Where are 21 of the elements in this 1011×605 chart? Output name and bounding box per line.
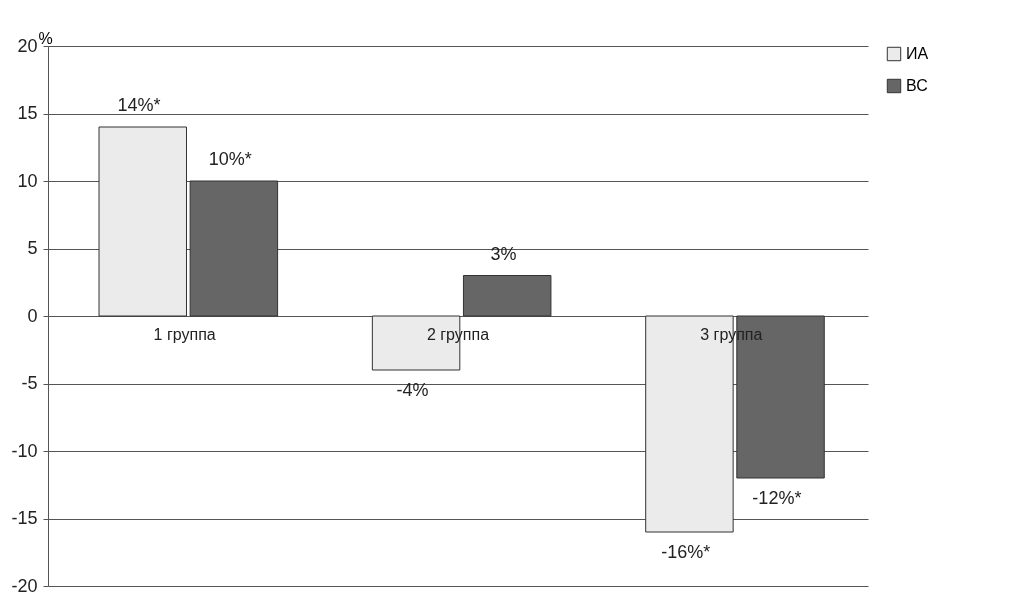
data-label: 10%* (208, 149, 252, 169)
y-tick-label: 20 (17, 35, 38, 56)
y-tick-label: -5 (21, 373, 38, 393)
data-label: -12%* (752, 488, 802, 508)
legend-label: ИА (906, 45, 929, 62)
y-tick-label: -15 (11, 508, 38, 528)
y-tick-label: -20 (11, 575, 38, 596)
legend-label: ВС (906, 77, 928, 94)
data-label: -16%* (661, 542, 711, 562)
bar (98, 126, 187, 317)
data-label: 14%* (117, 95, 161, 115)
y-tick-label: 0 (27, 305, 38, 326)
y-tick-label: 10 (17, 170, 38, 191)
bar (462, 275, 552, 317)
y-axis-title: % (38, 29, 53, 47)
y-tick-label: -10 (11, 440, 38, 461)
bar (189, 180, 279, 317)
data-label: -4% (396, 380, 429, 400)
y-tick-label: 5 (27, 238, 38, 258)
x-tick-label: 1 группа (153, 325, 216, 343)
y-tick-label: 15 (17, 103, 38, 123)
